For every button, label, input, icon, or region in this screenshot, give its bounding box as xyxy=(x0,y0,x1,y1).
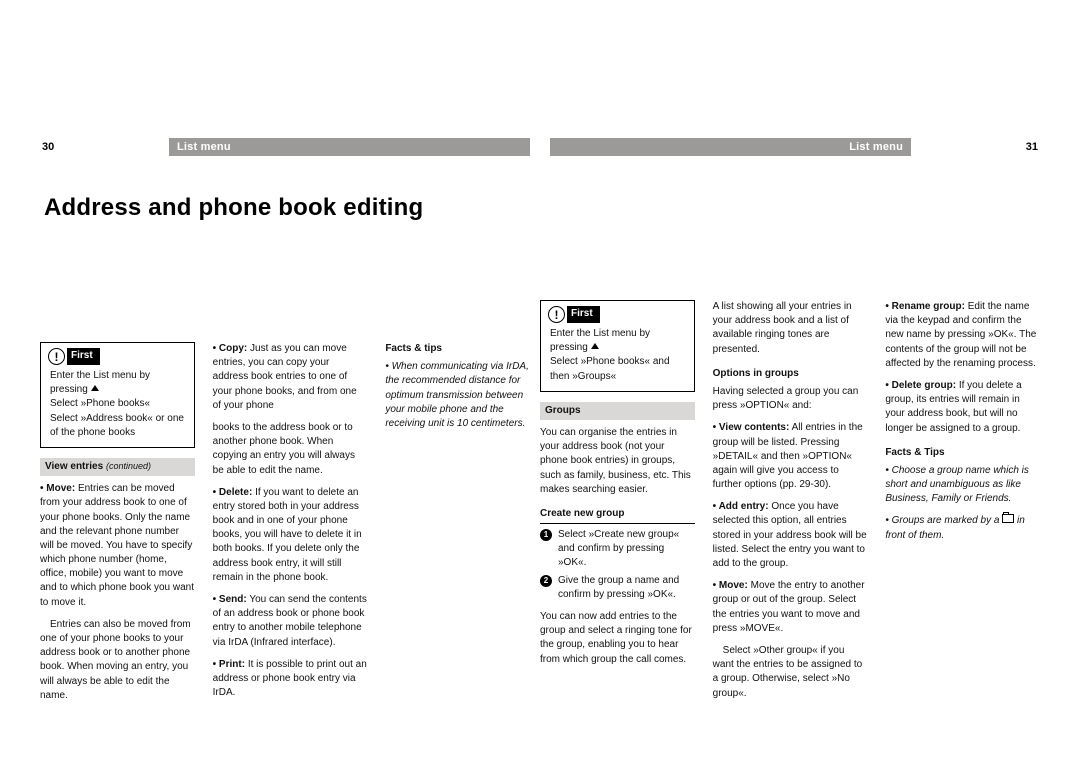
first-box-line: Select »Phone books« xyxy=(50,397,185,411)
facts-tips-text: • When communicating via IrDA, the recom… xyxy=(385,360,540,431)
first-badge-label: First xyxy=(67,348,100,364)
body-text: books to the address book or to another … xyxy=(213,421,368,478)
body-text: You can now add entries to the group and… xyxy=(540,610,695,667)
body-text: • Rename group: Edit the name via the ke… xyxy=(885,300,1040,371)
body-text: You can organise the entries in your add… xyxy=(540,426,695,497)
first-box-line: Select »Phone books« and then »Groups« xyxy=(550,355,685,383)
body-text: • Delete: If you want to delete an entry… xyxy=(213,486,368,585)
step-item: 1 Select »Create new group« and confirm … xyxy=(540,528,695,571)
body-text: • Move: Move the entry to another group … xyxy=(713,579,868,636)
first-steps-box: ! First Enter the List menu by pressing … xyxy=(40,342,195,448)
exclamation-icon: ! xyxy=(48,348,65,365)
body-text: Entries can also be moved from one of yo… xyxy=(40,618,195,703)
body-text: • View contents: All entries in the grou… xyxy=(713,421,868,492)
body-text: • Print: It is possible to print out an … xyxy=(213,658,368,701)
first-box-line: Select »Address book« or one of the phon… xyxy=(50,412,185,440)
first-steps-box: ! First Enter the List menu by pressing … xyxy=(540,300,695,392)
up-arrow-icon xyxy=(91,385,99,391)
step-number-icon: 1 xyxy=(540,529,552,541)
options-in-groups-heading: Options in groups xyxy=(713,367,868,381)
page-right: ! First Enter the List menu by pressing … xyxy=(540,130,1040,723)
body-text: • Delete group: If you delete a group, i… xyxy=(885,379,1040,436)
body-text: • Send: You can send the contents of an … xyxy=(213,593,368,650)
body-text: • Move: Entries can be moved from your a… xyxy=(40,482,195,610)
body-text: • Add entry: Once you have selected this… xyxy=(713,500,868,571)
step-item: 2 Give the group a name and confirm by p… xyxy=(540,574,695,602)
body-text: • Copy: Just as you can move entries, yo… xyxy=(213,342,368,413)
folder-icon xyxy=(1002,514,1014,523)
body-text: Having selected a group you can press »O… xyxy=(713,385,868,413)
step-number-icon: 2 xyxy=(540,575,552,587)
facts-tips-text: • Choose a group name which is short and… xyxy=(885,464,1040,507)
up-arrow-icon xyxy=(591,343,599,349)
exclamation-icon: ! xyxy=(548,306,565,323)
first-box-line: Enter the List menu by pressing xyxy=(550,327,685,355)
manual-spread: 30 List menu List menu 31 Address and ph… xyxy=(0,0,1080,763)
facts-tips-heading: Facts & tips xyxy=(385,342,540,356)
facts-tips-text: • Groups are marked by a in front of the… xyxy=(885,514,1040,542)
facts-tips-heading: Facts & Tips xyxy=(885,446,1040,460)
section-heading-view-entries: View entries (continued) xyxy=(40,458,195,476)
first-badge-label: First xyxy=(567,306,600,322)
page-left: ! First Enter the List menu by pressing … xyxy=(40,130,540,723)
first-box-line: Enter the List menu by pressing xyxy=(50,369,185,397)
body-text: A list showing all your entries in your … xyxy=(713,300,868,357)
section-heading-groups: Groups xyxy=(540,402,695,420)
body-text: Select »Other group« if you want the ent… xyxy=(713,644,868,701)
create-group-heading: Create new group xyxy=(540,507,695,524)
